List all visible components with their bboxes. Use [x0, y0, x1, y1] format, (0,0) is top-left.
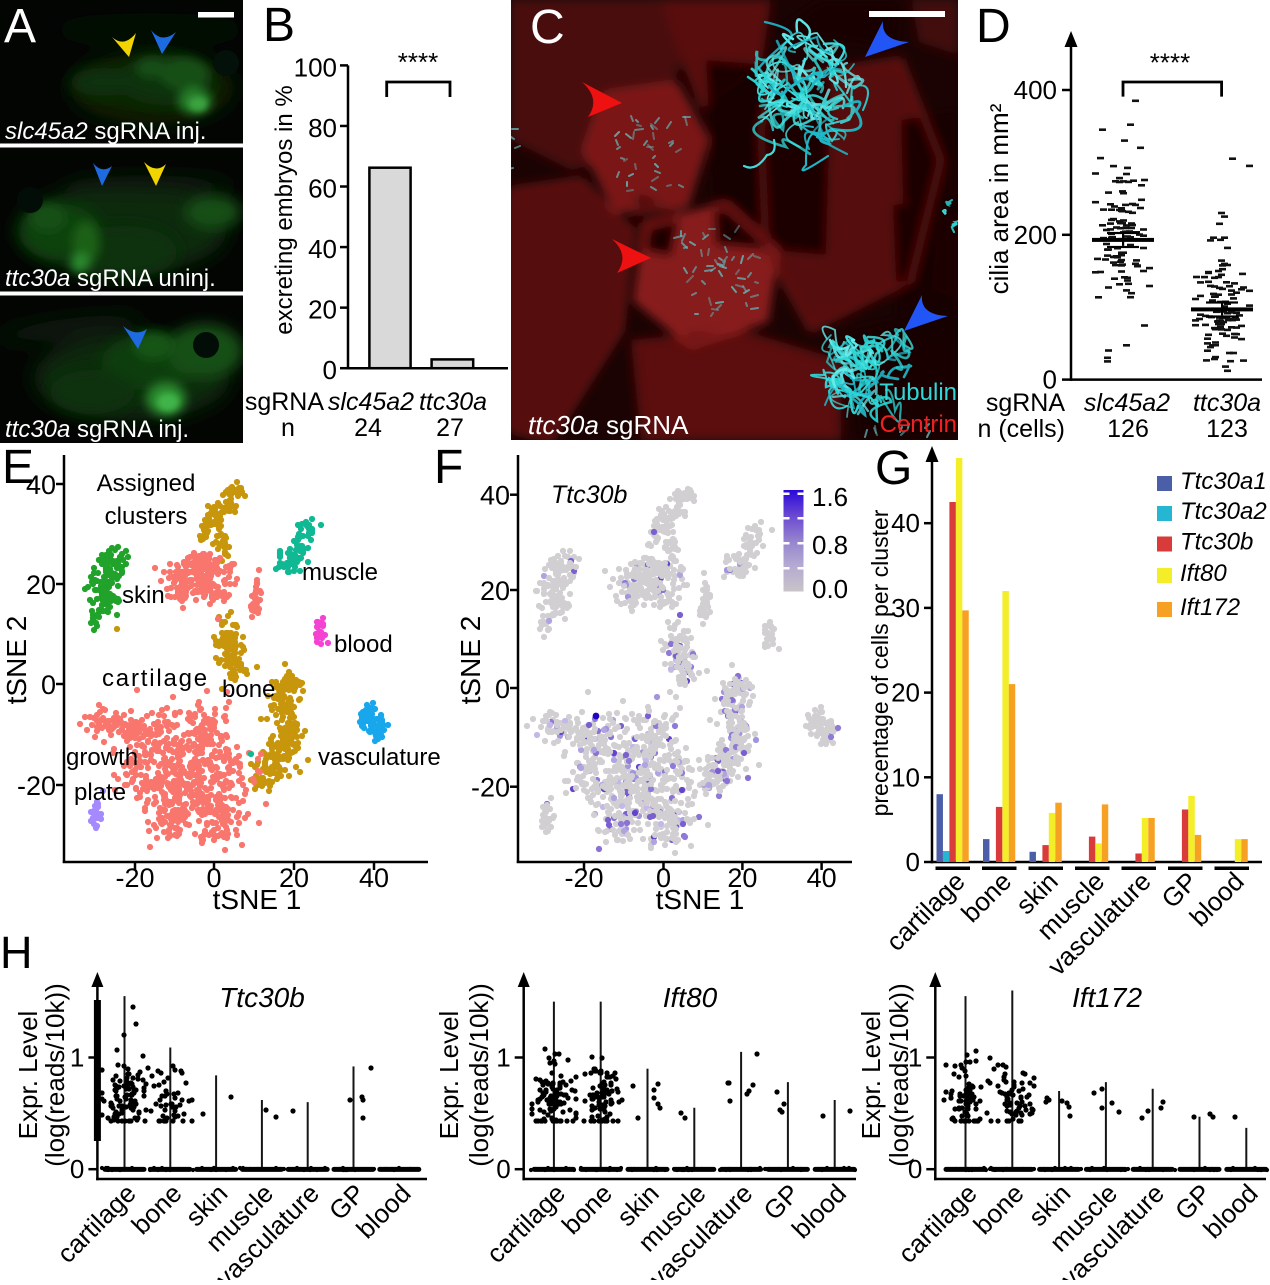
svg-text:slc45a2: slc45a2 [1084, 389, 1170, 417]
svg-text:0: 0 [906, 847, 920, 877]
svg-text:Ttc30a1: Ttc30a1 [1180, 468, 1267, 495]
svg-text:Expr. Level: Expr. Level [434, 1011, 464, 1140]
svg-text:Ttc30b: Ttc30b [219, 982, 305, 1013]
svg-text:slc45a2: slc45a2 [328, 388, 414, 416]
svg-text:40: 40 [480, 481, 510, 511]
svg-text:plate: plate [74, 779, 126, 806]
svg-text:40: 40 [26, 470, 56, 500]
svg-text:Ttc30b: Ttc30b [551, 481, 628, 509]
svg-text:sgRNA: sgRNA [245, 388, 325, 416]
svg-text:tSNE 2: tSNE 2 [1, 616, 32, 705]
svg-text:10: 10 [891, 762, 920, 792]
svg-text:123: 123 [1206, 415, 1248, 443]
svg-text:B: B [263, 0, 295, 52]
svg-text:0: 0 [41, 670, 56, 700]
svg-text:growth: growth [66, 744, 138, 771]
svg-text:1.6: 1.6 [812, 482, 848, 512]
svg-text:1: 1 [908, 1043, 922, 1073]
svg-text:Expr. Level: Expr. Level [856, 1011, 886, 1140]
svg-text:tSNE 2: tSNE 2 [455, 616, 486, 705]
svg-text:30: 30 [891, 593, 920, 623]
svg-text:ttc30a sgRNA uninj.: ttc30a sgRNA uninj. [5, 265, 216, 292]
svg-text:ttc30a: ttc30a [1193, 389, 1261, 417]
svg-text:tSNE 1: tSNE 1 [656, 884, 745, 915]
svg-text:20: 20 [891, 678, 920, 708]
svg-text:20: 20 [727, 863, 757, 893]
svg-text:ttc30a sgRNA: ttc30a sgRNA [528, 410, 689, 440]
svg-text:muscle: muscle [302, 559, 378, 586]
svg-text:0: 0 [323, 355, 337, 385]
svg-text:Tubulin: Tubulin [879, 379, 957, 406]
svg-text:Assigned: Assigned [97, 470, 196, 497]
svg-text:1: 1 [496, 1043, 510, 1073]
svg-text:80: 80 [308, 113, 337, 143]
svg-text:(log(reads/10k)): (log(reads/10k)) [884, 983, 914, 1167]
svg-text:Centrin: Centrin [880, 411, 957, 438]
svg-text:blood: blood [334, 631, 393, 658]
svg-text:0: 0 [495, 674, 510, 704]
svg-text:F: F [434, 441, 463, 494]
svg-text:0: 0 [908, 1154, 922, 1184]
svg-text:0: 0 [656, 863, 671, 893]
svg-text:ttc30a: ttc30a [419, 388, 487, 416]
svg-text:G: G [875, 442, 912, 495]
svg-text:H: H [0, 927, 33, 978]
svg-text:clusters: clusters [105, 503, 188, 530]
svg-text:(log(reads/10k)): (log(reads/10k)) [40, 983, 70, 1167]
svg-text:Ift80: Ift80 [663, 982, 718, 1013]
svg-text:40: 40 [359, 863, 389, 893]
svg-text:27: 27 [436, 414, 464, 442]
svg-text:bone: bone [222, 676, 275, 703]
svg-text:40: 40 [807, 863, 837, 893]
svg-text:C: C [530, 1, 565, 54]
svg-text:20: 20 [279, 863, 309, 893]
svg-text:tSNE 1: tSNE 1 [213, 884, 302, 915]
svg-text:excreting embryos in %: excreting embryos in % [271, 85, 298, 334]
svg-text:E: E [2, 441, 34, 494]
svg-text:200: 200 [1014, 220, 1057, 250]
svg-text:-20: -20 [17, 771, 56, 801]
svg-text:cartilage: cartilage [102, 665, 209, 692]
svg-text:sgRNA: sgRNA [986, 389, 1066, 417]
svg-text:cilia area in mm²: cilia area in mm² [984, 103, 1014, 294]
svg-text:0: 0 [496, 1154, 510, 1184]
svg-text:(log(reads/10k)): (log(reads/10k)) [464, 983, 494, 1167]
svg-text:20: 20 [26, 570, 56, 600]
svg-text:24: 24 [354, 414, 382, 442]
svg-text:400: 400 [1014, 75, 1057, 105]
svg-text:precentage of cells per cluste: precentage of cells per cluster [867, 509, 893, 816]
svg-text:-20: -20 [115, 863, 154, 893]
svg-text:Ttc30b: Ttc30b [1180, 529, 1253, 556]
svg-text:0.0: 0.0 [812, 574, 848, 604]
svg-text:-20: -20 [564, 863, 603, 893]
svg-text:Ift172: Ift172 [1180, 594, 1240, 621]
svg-text:-20: -20 [471, 773, 510, 803]
svg-text:n (cells): n (cells) [977, 415, 1065, 443]
svg-text:1: 1 [70, 1043, 84, 1073]
svg-text:Ttc30a2: Ttc30a2 [1180, 498, 1267, 525]
svg-text:Expr. Level: Expr. Level [13, 1011, 43, 1140]
svg-text:20: 20 [308, 295, 337, 325]
svg-text:vasculature: vasculature [318, 744, 441, 771]
svg-text:****: **** [398, 47, 438, 77]
svg-text:20: 20 [480, 576, 510, 606]
svg-text:60: 60 [308, 174, 337, 204]
svg-text:Ift80: Ift80 [1180, 560, 1227, 587]
svg-text:0.8: 0.8 [812, 530, 848, 560]
svg-text:0: 0 [206, 863, 221, 893]
svg-text:40: 40 [891, 508, 920, 538]
svg-text:40: 40 [308, 234, 337, 264]
svg-text:0: 0 [1043, 365, 1057, 395]
svg-text:skin: skin [122, 582, 165, 609]
svg-text:****: **** [1150, 48, 1190, 78]
svg-text:0: 0 [70, 1154, 84, 1184]
svg-text:n: n [281, 414, 295, 442]
svg-text:D: D [976, 0, 1011, 53]
svg-text:slc45a2 sgRNA inj.: slc45a2 sgRNA inj. [5, 118, 206, 145]
svg-text:126: 126 [1107, 415, 1149, 443]
svg-text:Ift172: Ift172 [1072, 982, 1142, 1013]
svg-text:A: A [4, 0, 36, 53]
svg-text:100: 100 [294, 52, 337, 82]
svg-text:ttc30a sgRNA inj.: ttc30a sgRNA inj. [5, 416, 189, 443]
